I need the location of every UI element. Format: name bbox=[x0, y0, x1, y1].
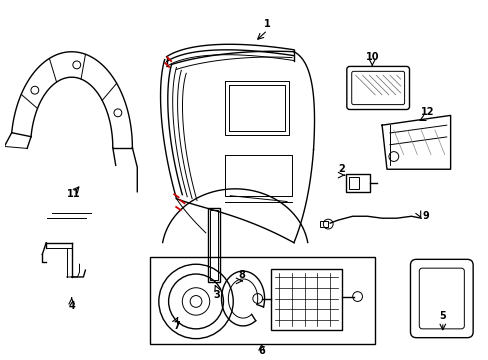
Bar bbox=[271, 269, 341, 330]
Text: 8: 8 bbox=[238, 270, 245, 280]
Text: 7: 7 bbox=[173, 321, 180, 331]
Text: 10: 10 bbox=[365, 51, 378, 62]
Text: 2: 2 bbox=[338, 164, 345, 174]
Text: 5: 5 bbox=[439, 311, 445, 321]
Text: 11: 11 bbox=[67, 189, 80, 199]
Text: 6: 6 bbox=[258, 346, 264, 356]
Bar bbox=[348, 177, 358, 189]
Text: 1: 1 bbox=[264, 19, 270, 29]
Bar bbox=[345, 174, 369, 192]
Bar bbox=[209, 210, 217, 280]
Text: 12: 12 bbox=[421, 107, 434, 117]
Bar bbox=[320, 221, 327, 227]
Text: 9: 9 bbox=[422, 211, 428, 221]
Text: 3: 3 bbox=[213, 289, 220, 300]
Bar bbox=[207, 208, 219, 282]
Text: 4: 4 bbox=[68, 301, 75, 311]
Bar bbox=[150, 257, 374, 343]
